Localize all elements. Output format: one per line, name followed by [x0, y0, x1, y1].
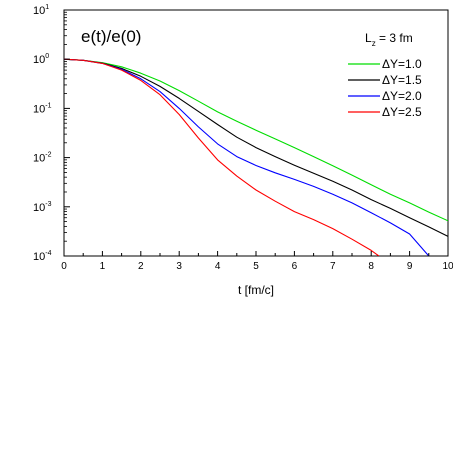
y-tick-label: 10-1 — [33, 102, 52, 115]
x-tick-label: 9 — [407, 261, 413, 272]
legend-title-sub: z — [372, 39, 376, 48]
ticks-layer: 0 1 2 3 4 5 6 7 8 9 10 101 100 10-1 10-2 10-3 10-4 — [33, 4, 453, 272]
x-tick-label: 8 — [368, 261, 374, 272]
series-line-1 — [64, 58, 448, 222]
series-line-4 — [64, 58, 380, 256]
x-tick-label: 10 — [442, 261, 453, 272]
y-tick-label: 10-2 — [33, 152, 52, 165]
legend-label: ΔY=1.0 — [382, 57, 422, 71]
legend-title-main: L — [365, 31, 372, 45]
legend-label: ΔY=2.0 — [382, 89, 422, 103]
series-line-2 — [64, 58, 448, 237]
legend-label: ΔY=1.5 — [382, 73, 422, 87]
series-layer — [64, 58, 448, 256]
x-tick-label: 7 — [330, 261, 336, 272]
x-tick-label: 5 — [253, 261, 259, 272]
chart-title: e(t)/e(0) — [81, 27, 141, 46]
x-tick-label: 3 — [176, 261, 182, 272]
legend-label: ΔY=2.5 — [382, 105, 422, 119]
x-tick-label: 6 — [292, 261, 298, 272]
x-tick-label: 1 — [100, 261, 106, 272]
x-tick-label: 4 — [215, 261, 221, 272]
y-tick-label: 10-3 — [33, 201, 52, 214]
series-line-3 — [64, 58, 430, 256]
x-axis-label: t [fm/c] — [238, 283, 274, 297]
x-tick-label: 2 — [138, 261, 144, 272]
x-tick-label: 0 — [61, 261, 67, 272]
plot-frame — [63, 9, 449, 257]
legend: ΔY=1.0 ΔY=1.5 ΔY=2.0 ΔY=2.5 — [348, 57, 422, 119]
legend-title-rest: = 3 fm — [376, 31, 413, 45]
y-tick-label: 10-4 — [33, 250, 52, 263]
legend-title: Lz = 3 fm — [365, 31, 413, 48]
y-tick-label: 100 — [33, 53, 49, 66]
y-tick-label: 101 — [33, 4, 49, 17]
plot-area: 0 1 2 3 4 5 6 7 8 9 10 101 100 10-1 10-2 10-3 10-4 — [33, 4, 453, 272]
